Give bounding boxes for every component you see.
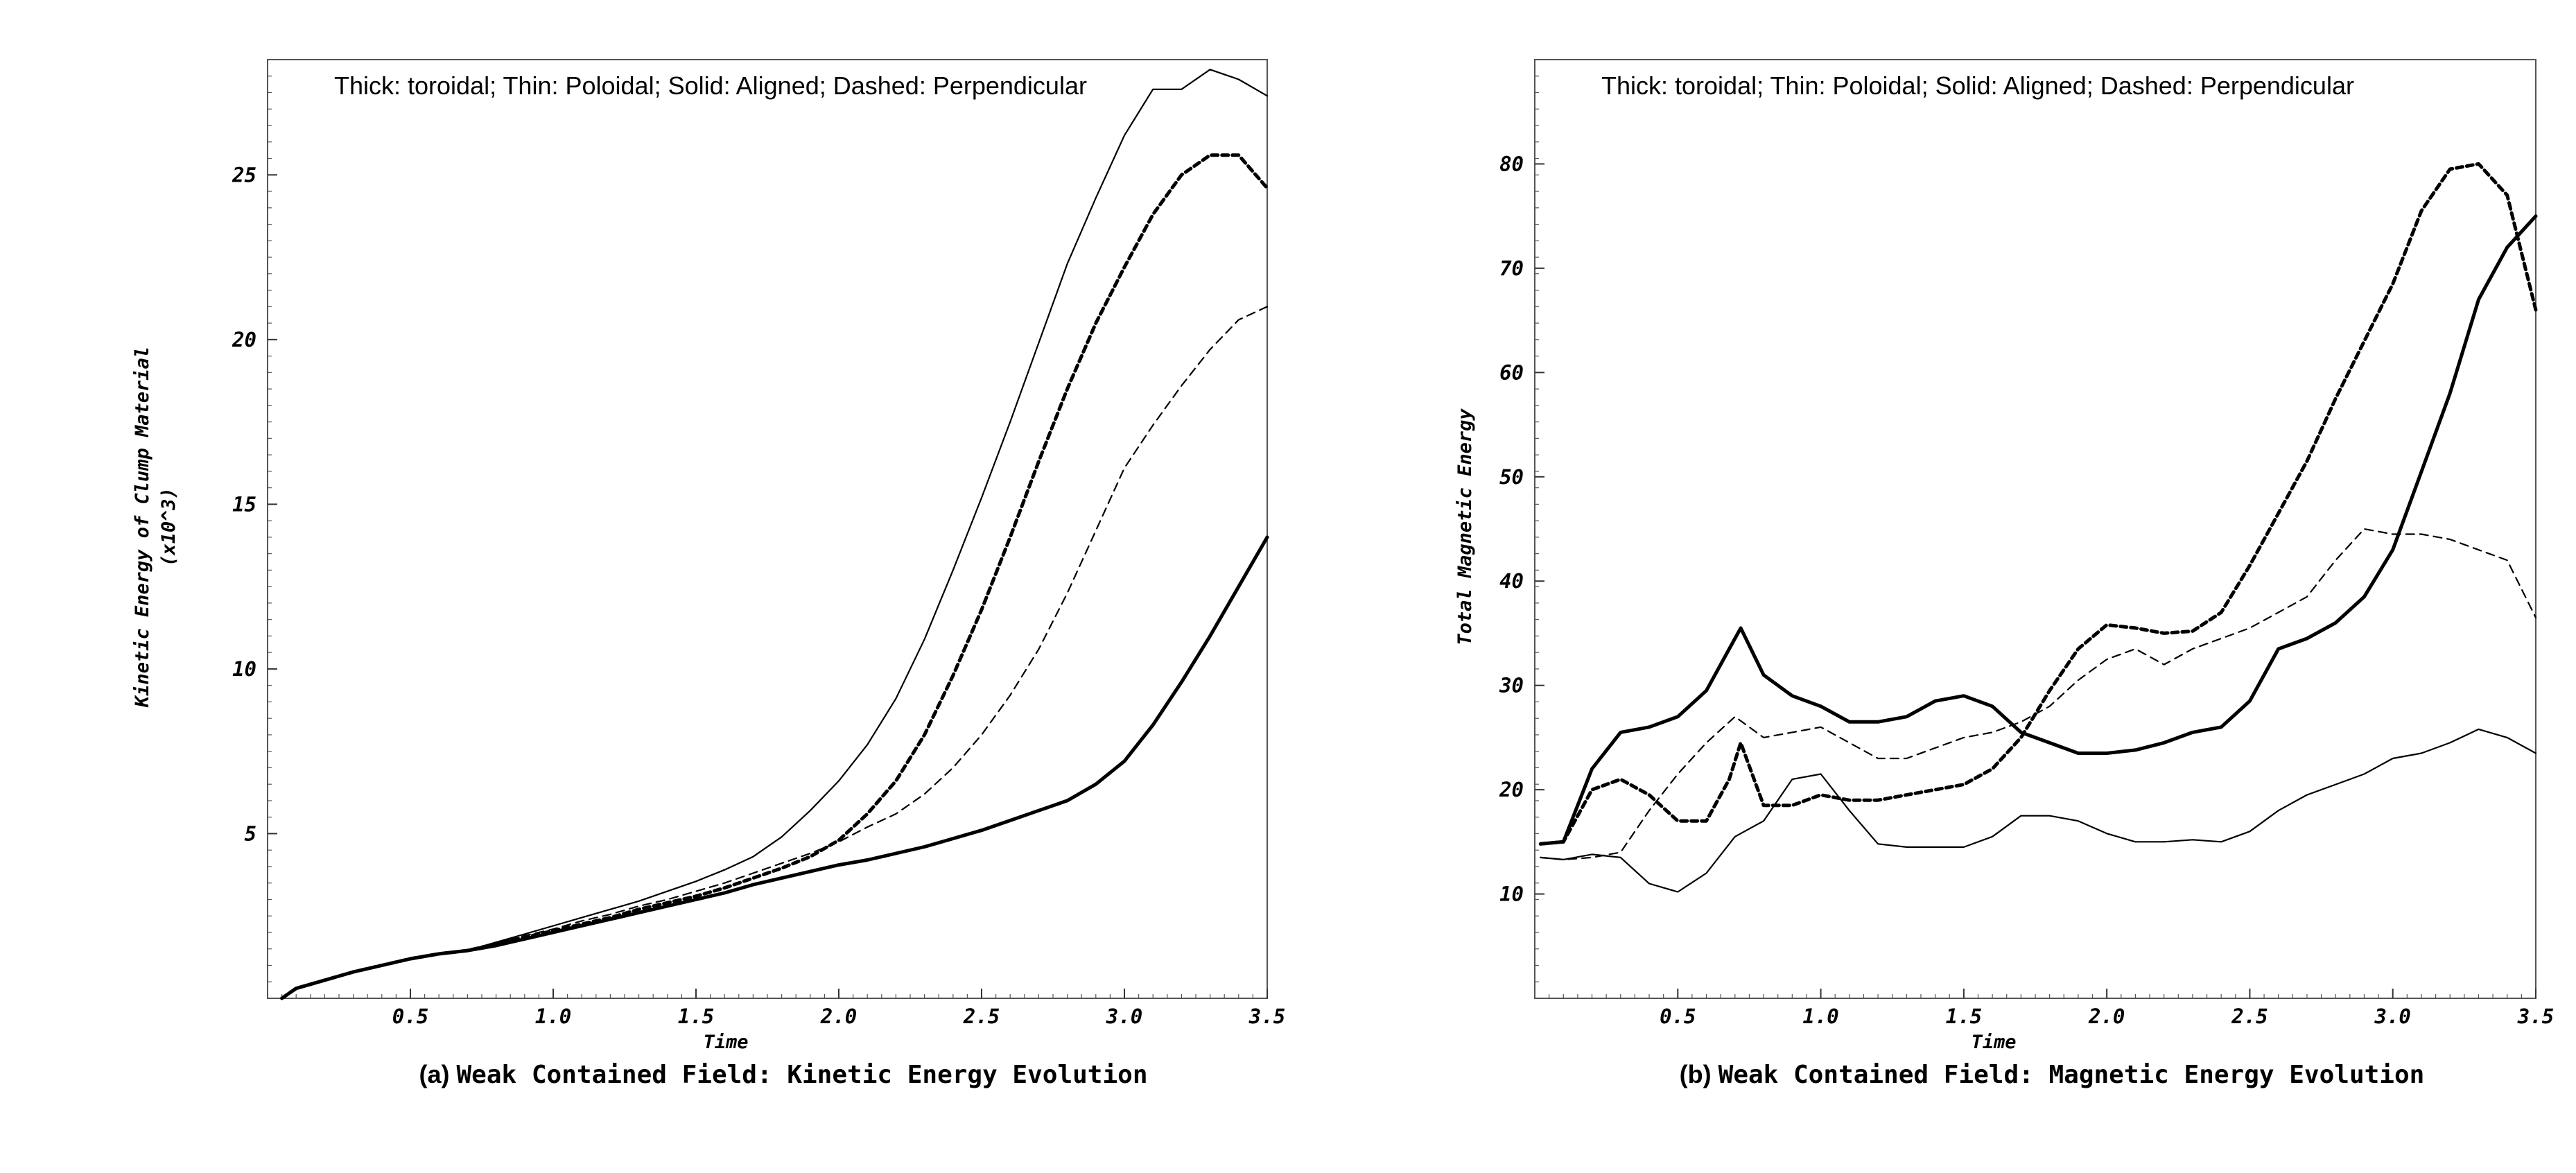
- panel-a-y-tick-label: 10: [232, 657, 256, 681]
- panel-a-x-tick-label: 3.5: [1248, 1005, 1285, 1028]
- panel-a-series-thick-solid: [280, 535, 1269, 1000]
- panel-a-y-tick-label: 5: [245, 822, 256, 845]
- panel-a-series-thick-dashed: [280, 153, 1269, 1000]
- panel-b-series-thick-dashed: [1538, 162, 2538, 846]
- panel-b-x-tick-label: 1.0: [1802, 1005, 1838, 1028]
- panel-b-y-tick-label: 60: [1499, 360, 1524, 384]
- panel-a-x-axis-label: Time: [703, 1032, 748, 1053]
- panel-a-x-tick-label: 2.5: [963, 1005, 1000, 1028]
- panel-a-x-tick-label: 1.0: [535, 1005, 571, 1028]
- panel-b-y-tick-label: 40: [1499, 569, 1524, 593]
- panel-b-y-tick-label: 30: [1499, 674, 1524, 697]
- panel-b-caption: (b) Weak Contained Field: Magnetic Energ…: [1680, 1060, 2425, 1089]
- panel-a-y-tick-label: 20: [232, 328, 256, 351]
- panel-a-series-thin-dashed: [281, 306, 1269, 1000]
- panel-a-x-tick-label: 3.0: [1106, 1005, 1142, 1028]
- panel-b-series-thin-solid: [1540, 728, 2537, 893]
- panel-b-x-tick-label: 1.5: [1946, 1005, 1982, 1028]
- panel-b-x-tick-label: 2.0: [2088, 1005, 2125, 1028]
- panel-b-caption-prefix: (b): [1680, 1060, 1718, 1088]
- panel-b-series-thick-solid: [1538, 214, 2538, 846]
- panel-b-legend-annotation: Thick: toroidal; Thin: Poloidal; Solid: …: [1601, 71, 2354, 100]
- panel-b-x-tick-label: 0.5: [1660, 1005, 1696, 1028]
- panel-b-y-axis-label: Total Magnetic Energy: [1454, 408, 1476, 645]
- panel-a-caption-prefix: (a): [419, 1060, 457, 1088]
- panel-b-x-axis-label: Time: [1971, 1032, 2016, 1053]
- panel-b-x-tick-label: 3.0: [2374, 1005, 2411, 1028]
- panel-b-y-tick-label: 50: [1499, 465, 1524, 489]
- panel-a-caption-text: Weak Contained Field: Kinetic Energy Evo…: [457, 1061, 1148, 1089]
- panel-b-y-tick-label: 70: [1499, 257, 1524, 280]
- panel-a-x-tick-label: 0.5: [392, 1005, 428, 1028]
- panel-a-y-tick-label: 15: [232, 492, 256, 516]
- panel-a-y-axis-label: (x10^3): [158, 487, 180, 566]
- panel-b-series-thin-dashed: [1540, 528, 2537, 861]
- panel-a-y-tick-label: 25: [232, 163, 256, 186]
- panel-a-plot-frame: [267, 59, 1268, 999]
- panel-b-plot-frame: [1534, 59, 2536, 999]
- panel-a-y-axis-label: Kinetic Energy of Clump Material: [132, 347, 153, 708]
- panel-b-y-tick-label: 10: [1499, 883, 1524, 906]
- panel-a-kinetic-energy: 5 10 15 20 25 0.5 1.0 1.5 2.0 2.5 3.0 3.5 Time Kineti…: [132, 59, 1285, 1089]
- panel-b-x-tick-label: 3.5: [2517, 1005, 2554, 1028]
- panel-b-caption-text: Weak Contained Field: Magnetic Energy Ev…: [1718, 1061, 2425, 1089]
- panel-b-magnetic-energy: 10 20 30 40 50 60 70 80 0.5 1.0 1.5 2.0 2.5 3.0 3.5 Tim…: [1454, 59, 2554, 1089]
- panel-a-series-thin-solid: [281, 69, 1269, 1000]
- panel-a-legend-annotation: Thick: toroidal; Thin: Poloidal; Solid: …: [334, 71, 1087, 100]
- panel-a-caption: (a) Weak Contained Field: Kinetic Energy…: [419, 1060, 1148, 1089]
- panel-a-x-tick-label: 2.0: [820, 1005, 857, 1028]
- panel-a-x-tick-label: 1.5: [678, 1005, 714, 1028]
- panel-b-y-tick-label: 80: [1499, 152, 1524, 175]
- panel-b-y-tick-label: 20: [1499, 778, 1524, 801]
- panel-b-x-tick-label: 2.5: [2231, 1005, 2268, 1028]
